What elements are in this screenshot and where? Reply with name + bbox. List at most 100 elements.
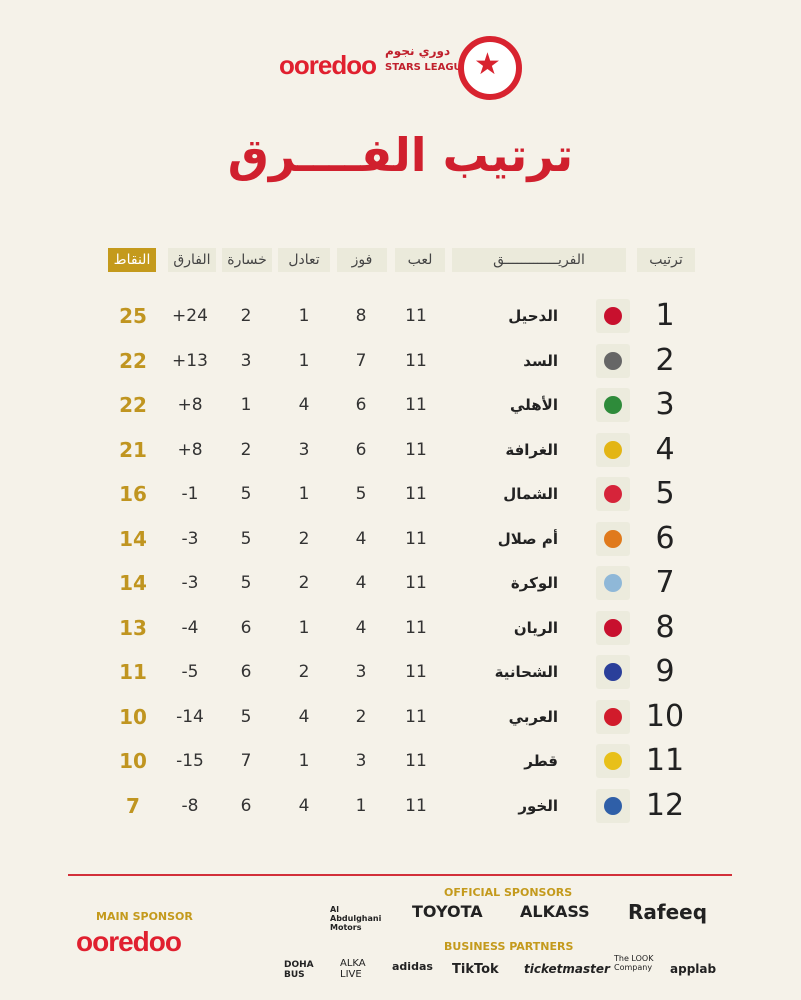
team-crest-icon [596, 388, 630, 422]
team-crest-icon [596, 744, 630, 778]
sponsor-rafeeq: Rafeeq [628, 900, 708, 924]
table-row: 10 -14 5 4 2 11 العربي 10 [0, 695, 801, 739]
partner-doha-bus: DOHA BUS [284, 960, 314, 980]
cell-rank: 11 [645, 743, 685, 778]
cell-played: 11 [405, 573, 427, 593]
table-row: 16 -1 5 1 5 11 الشمال 5 [0, 472, 801, 516]
cell-team: الشمال [503, 485, 558, 503]
cell-team: الدحيل [508, 307, 558, 325]
cell-diff: -3 [181, 573, 199, 593]
cell-team: السد [523, 351, 558, 370]
cell-lost: 1 [240, 395, 252, 415]
cell-won: 4 [355, 617, 367, 638]
header-rank: ترتيب [637, 248, 695, 272]
partner-alka-live: ALKA LIVE [340, 958, 366, 980]
cell-won: 3 [355, 751, 367, 771]
cell-drawn: 2 [298, 573, 310, 593]
cell-points: 10 [119, 749, 147, 773]
team-crest-icon [596, 699, 630, 734]
cell-won: 5 [355, 484, 367, 504]
partner-adidas: adidas [392, 960, 433, 973]
cell-drawn: 1 [298, 751, 310, 771]
cell-played: 11 [405, 662, 427, 682]
cell-drawn: 4 [298, 706, 310, 727]
cell-rank: 4 [655, 431, 675, 467]
cell-points: 16 [119, 482, 147, 506]
cell-won: 6 [355, 395, 367, 415]
header-points: النقاط [108, 248, 156, 272]
header-team: الفريـــــــــــــق [452, 248, 626, 272]
table-row: 22 +13 3 1 7 11 السد 2 [0, 339, 801, 383]
team-crest-icon [596, 566, 630, 600]
cell-team: الوكرة [510, 574, 558, 592]
team-crest-icon [596, 788, 630, 823]
cell-rank: 7 [655, 565, 675, 600]
cell-points: 25 [119, 304, 147, 328]
cell-team: الغرافة [505, 440, 558, 459]
official-sponsors-label: OFFICIAL SPONSORS [444, 886, 573, 899]
page-title: ترتيب الفــــرق [227, 128, 574, 182]
team-crest-icon [596, 655, 630, 689]
cell-rank: 9 [655, 654, 675, 689]
table-row: 11 -5 6 2 3 11 الشحانية 9 [0, 650, 801, 694]
cell-played: 11 [405, 528, 427, 549]
ooredoo-logo: ooredoo [279, 50, 377, 80]
cell-drawn: 3 [298, 439, 310, 460]
cell-lost: 5 [240, 528, 252, 549]
cell-diff: +8 [177, 439, 203, 460]
league-name-en: STARS LEAGUE [385, 62, 469, 73]
cell-won: 2 [355, 706, 367, 727]
cell-rank: 6 [655, 520, 675, 556]
cell-team: الشحانية [494, 663, 558, 681]
cell-won: 1 [355, 795, 367, 816]
cell-won: 7 [355, 350, 367, 371]
cell-lost: 2 [240, 306, 252, 326]
cell-played: 11 [405, 795, 427, 816]
divider [68, 874, 732, 876]
table-row: 7 -8 6 4 1 11 الخور 12 [0, 784, 801, 828]
cell-played: 11 [405, 484, 427, 504]
team-crest-icon [596, 521, 630, 556]
cell-lost: 3 [240, 350, 252, 371]
partner-ticketmaster: ticketmaster [524, 962, 610, 976]
cell-drawn: 1 [298, 306, 310, 326]
cell-diff: -8 [181, 795, 199, 816]
table-row: 13 -4 6 1 4 11 الريان 8 [0, 606, 801, 650]
cell-played: 11 [405, 395, 427, 415]
cell-points: 21 [119, 437, 147, 462]
cell-lost: 6 [240, 795, 252, 816]
team-crest-icon [596, 343, 630, 378]
cell-team: أم صلال [497, 529, 558, 548]
cell-played: 11 [405, 439, 427, 460]
header-drawn: تعادل [278, 248, 330, 272]
team-crest-icon [596, 610, 630, 645]
cell-drawn: 4 [298, 795, 310, 816]
cell-diff: +8 [177, 395, 203, 415]
cell-diff: -5 [181, 662, 199, 682]
cell-rank: 1 [655, 298, 675, 333]
cell-rank: 12 [645, 787, 685, 823]
cell-played: 11 [405, 617, 427, 638]
cell-lost: 5 [240, 484, 252, 504]
cell-lost: 2 [240, 439, 252, 460]
cell-drawn: 4 [298, 395, 310, 415]
team-crest-icon [596, 477, 630, 511]
cell-team: العربي [508, 707, 558, 726]
cell-drawn: 1 [298, 350, 310, 371]
table-row: 25 +24 2 1 8 11 الدحيل 1 [0, 294, 801, 338]
cell-played: 11 [405, 306, 427, 326]
cell-team: الريان [513, 618, 558, 637]
partner-tiktok: TikTok [452, 962, 499, 977]
cell-diff: -3 [181, 528, 199, 549]
cell-rank: 3 [655, 387, 675, 422]
cell-played: 11 [405, 350, 427, 371]
business-partners-label: BUSINESS PARTNERS [444, 940, 574, 953]
cell-diff: -1 [181, 484, 199, 504]
cell-drawn: 1 [298, 617, 310, 638]
cell-points: 22 [119, 348, 147, 373]
header-won: فوز [337, 248, 387, 272]
cell-won: 4 [355, 528, 367, 549]
cell-drawn: 2 [298, 662, 310, 682]
cell-played: 11 [405, 706, 427, 727]
cell-won: 3 [355, 662, 367, 682]
